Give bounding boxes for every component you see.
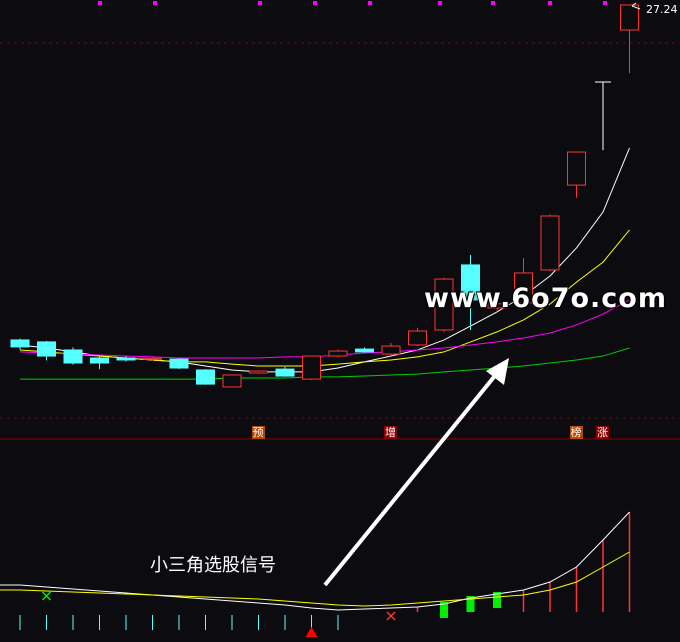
signal-marker: 涨 bbox=[596, 426, 609, 439]
pointer-icon bbox=[631, 2, 641, 10]
candle-body bbox=[302, 355, 321, 380]
indicator-block bbox=[440, 602, 448, 618]
candle-body bbox=[328, 350, 348, 357]
top-marker-dot bbox=[438, 1, 442, 5]
candle-body bbox=[169, 358, 189, 369]
indicator-line bbox=[0, 551, 630, 607]
candle-body bbox=[540, 215, 560, 271]
candle-body bbox=[567, 151, 586, 186]
top-marker-dot bbox=[258, 1, 262, 5]
candle-body bbox=[37, 341, 56, 357]
signal-marker: 榜 bbox=[569, 426, 583, 439]
caption-text: 小三角选股信号 bbox=[150, 555, 276, 576]
top-marker-dot bbox=[491, 1, 495, 5]
top-marker-dot bbox=[98, 1, 102, 5]
candle-body bbox=[434, 278, 454, 331]
top-marker-dot bbox=[153, 1, 157, 5]
candle-body bbox=[196, 369, 215, 385]
candle-body bbox=[63, 349, 83, 364]
candle-body bbox=[90, 357, 109, 364]
moving-average-line bbox=[20, 347, 630, 380]
candle-body bbox=[620, 4, 639, 31]
arrow-head-icon bbox=[486, 358, 509, 385]
candle-body bbox=[143, 357, 162, 360]
signal-marker: 增 bbox=[384, 426, 397, 439]
candle-body bbox=[461, 264, 480, 301]
candle-body bbox=[249, 370, 268, 374]
moving-average-line bbox=[19, 299, 630, 359]
high-price-label: 27.24 bbox=[646, 3, 678, 16]
top-marker-dot bbox=[548, 1, 552, 5]
signal-marker: 预 bbox=[251, 426, 265, 439]
candle-body bbox=[10, 339, 30, 348]
candle-body bbox=[487, 303, 507, 309]
candle-body bbox=[275, 368, 295, 377]
indicator-block bbox=[493, 592, 501, 608]
candle-body bbox=[222, 374, 242, 388]
top-marker-dot bbox=[368, 1, 372, 5]
candle-body bbox=[116, 357, 136, 361]
moving-average-line bbox=[19, 147, 630, 373]
top-marker-dot bbox=[313, 1, 317, 5]
arrow-shaft bbox=[323, 370, 500, 587]
triangle-signal-icon bbox=[305, 627, 318, 637]
cross-icon bbox=[386, 611, 396, 621]
candle-body bbox=[408, 330, 427, 346]
cross-icon bbox=[41, 591, 52, 601]
candle-body bbox=[381, 345, 401, 355]
candle-body bbox=[355, 348, 374, 353]
indicator-line bbox=[0, 511, 630, 611]
candle-body bbox=[514, 272, 533, 304]
top-marker-dot bbox=[603, 1, 607, 5]
watermark: www.6o7o.com bbox=[424, 283, 667, 314]
indicator-block bbox=[466, 596, 475, 612]
